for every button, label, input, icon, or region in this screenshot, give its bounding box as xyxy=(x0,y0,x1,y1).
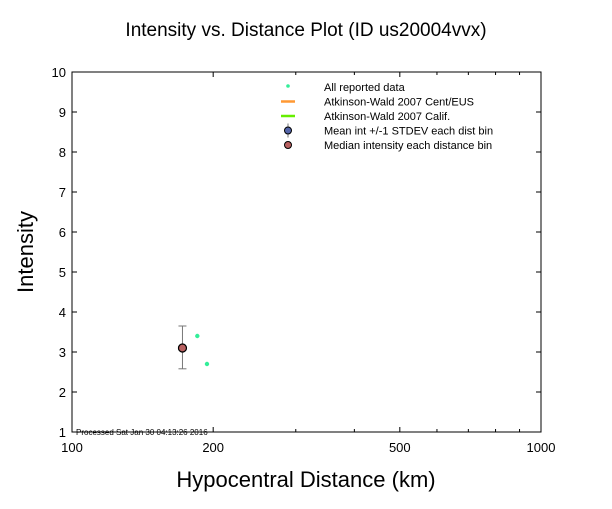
median-point xyxy=(177,343,188,353)
x-tick-label: 500 xyxy=(389,440,411,455)
legend-label: Atkinson-Wald 2007 Cent/EUS xyxy=(324,97,474,109)
legend-label: Median intensity each distance bin xyxy=(324,140,492,152)
y-tick-label: 8 xyxy=(59,145,66,160)
x-tick-label: 200 xyxy=(202,440,224,455)
legend-label: Atkinson-Wald 2007 Calif. xyxy=(324,111,450,123)
y-tick-label: 6 xyxy=(59,225,66,240)
legend-circle-icon xyxy=(284,126,292,135)
y-tick-label: 3 xyxy=(59,345,66,360)
x-tick-label: 100 xyxy=(61,440,83,455)
x-axis-label: Hypocentral Distance (km) xyxy=(176,467,435,492)
y-tick-label: 1 xyxy=(59,425,66,440)
legend-circle-icon xyxy=(284,141,292,149)
y-tick-label: 7 xyxy=(59,185,66,200)
y-tick-label: 5 xyxy=(59,265,66,280)
legend-label: Mean int +/-1 STDEV each dist bin xyxy=(324,126,493,138)
legend-dot-icon xyxy=(286,84,290,88)
data-point xyxy=(195,333,200,339)
y-tick-label: 10 xyxy=(52,65,66,80)
y-tick-label: 4 xyxy=(59,305,66,320)
y-tick-label: 9 xyxy=(59,105,66,120)
legend-label: All reported data xyxy=(324,82,406,94)
x-tick-label: 1000 xyxy=(527,440,556,455)
y-tick-label: 2 xyxy=(59,385,66,400)
chart-title: Intensity vs. Distance Plot (ID us20004v… xyxy=(125,20,486,41)
data-point xyxy=(204,361,210,367)
plot-frame xyxy=(71,71,542,433)
processed-annotation: Processed Sat Jan 30 04:13:26 2016 xyxy=(76,428,208,437)
y-axis-label: Intensity xyxy=(13,211,38,293)
